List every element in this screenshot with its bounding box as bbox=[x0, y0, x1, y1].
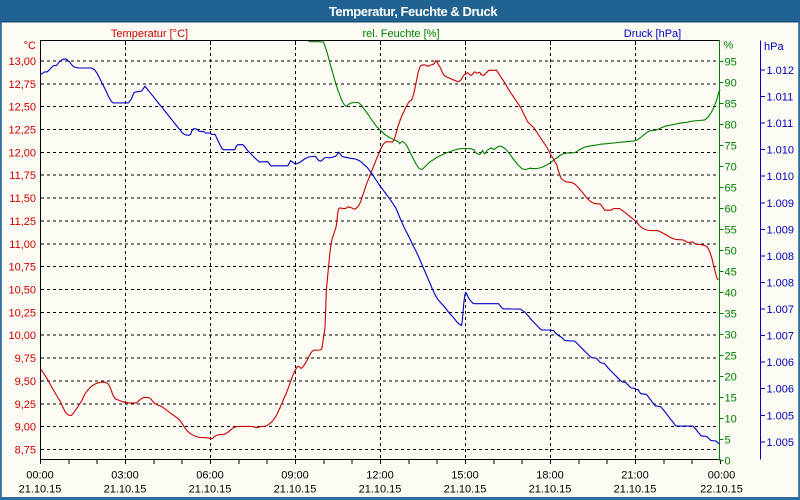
svg-text:21.10.15: 21.10.15 bbox=[274, 484, 317, 496]
svg-text:10,75: 10,75 bbox=[8, 262, 36, 274]
svg-text:06:00: 06:00 bbox=[196, 470, 224, 482]
svg-text:°C: °C bbox=[24, 40, 36, 52]
svg-text:1.005: 1.005 bbox=[767, 410, 795, 422]
svg-text:10,25: 10,25 bbox=[8, 307, 36, 319]
svg-text:9,00: 9,00 bbox=[15, 422, 36, 434]
svg-text:90: 90 bbox=[725, 77, 737, 89]
svg-text:21.10.15: 21.10.15 bbox=[19, 484, 62, 496]
svg-text:Temperatur [°C]: Temperatur [°C] bbox=[111, 28, 188, 40]
svg-text:0: 0 bbox=[725, 455, 731, 467]
svg-text:21.10.15: 21.10.15 bbox=[359, 484, 402, 496]
svg-text:11,75: 11,75 bbox=[9, 170, 36, 182]
svg-text:12,50: 12,50 bbox=[8, 102, 36, 114]
svg-text:55: 55 bbox=[725, 224, 737, 236]
svg-text:15:00: 15:00 bbox=[451, 470, 479, 482]
svg-text:10,00: 10,00 bbox=[8, 330, 36, 342]
svg-text:95: 95 bbox=[725, 56, 737, 68]
svg-text:21.10.15: 21.10.15 bbox=[189, 484, 232, 496]
svg-text:15: 15 bbox=[725, 392, 737, 404]
svg-text:75: 75 bbox=[725, 140, 737, 152]
svg-text:21.10.15: 21.10.15 bbox=[614, 484, 657, 496]
svg-text:1.010: 1.010 bbox=[767, 145, 795, 157]
svg-text:21.10.15: 21.10.15 bbox=[444, 484, 487, 496]
svg-text:rel. Feuchte [%]: rel. Feuchte [%] bbox=[362, 28, 439, 40]
svg-text:12,00: 12,00 bbox=[8, 147, 36, 159]
svg-text:00:00: 00:00 bbox=[26, 470, 54, 482]
svg-text:21:00: 21:00 bbox=[621, 470, 649, 482]
svg-text:12,75: 12,75 bbox=[8, 79, 36, 91]
svg-text:22.10.15: 22.10.15 bbox=[700, 484, 743, 496]
svg-text:hPa: hPa bbox=[764, 41, 784, 53]
svg-text:11,50: 11,50 bbox=[9, 193, 36, 205]
svg-text:13,00: 13,00 bbox=[8, 56, 36, 68]
svg-text:1.007: 1.007 bbox=[767, 304, 795, 316]
svg-text:Temperatur, Feuchte & Druck: Temperatur, Feuchte & Druck bbox=[329, 4, 498, 19]
svg-text:30: 30 bbox=[725, 329, 737, 341]
svg-text:50: 50 bbox=[725, 245, 737, 257]
svg-text:1.009: 1.009 bbox=[767, 198, 795, 210]
svg-text:70: 70 bbox=[725, 161, 737, 173]
svg-text:12:00: 12:00 bbox=[366, 470, 394, 482]
svg-text:1.010: 1.010 bbox=[767, 171, 795, 183]
svg-text:35: 35 bbox=[725, 308, 737, 320]
svg-text:%: % bbox=[724, 40, 734, 52]
svg-text:9,50: 9,50 bbox=[15, 376, 36, 388]
svg-text:10: 10 bbox=[725, 413, 737, 425]
svg-text:20: 20 bbox=[725, 371, 737, 383]
svg-text:9,25: 9,25 bbox=[15, 399, 36, 411]
svg-text:8,75: 8,75 bbox=[15, 445, 36, 457]
svg-text:1.011: 1.011 bbox=[767, 92, 794, 104]
svg-text:Druck [hPa]: Druck [hPa] bbox=[624, 28, 681, 40]
svg-text:25: 25 bbox=[725, 350, 737, 362]
svg-text:21.10.15: 21.10.15 bbox=[104, 484, 147, 496]
svg-text:11,25: 11,25 bbox=[9, 216, 36, 228]
svg-text:1.011: 1.011 bbox=[767, 118, 794, 130]
svg-text:5: 5 bbox=[725, 434, 731, 446]
svg-text:18:00: 18:00 bbox=[536, 470, 564, 482]
svg-text:09:00: 09:00 bbox=[281, 470, 309, 482]
svg-text:00:00: 00:00 bbox=[708, 470, 736, 482]
svg-text:85: 85 bbox=[725, 98, 737, 110]
svg-text:03:00: 03:00 bbox=[111, 470, 139, 482]
svg-text:1.006: 1.006 bbox=[767, 357, 795, 369]
svg-text:1.008: 1.008 bbox=[767, 251, 795, 263]
svg-text:60: 60 bbox=[725, 203, 737, 215]
svg-text:21.10.15: 21.10.15 bbox=[529, 484, 572, 496]
svg-text:12,25: 12,25 bbox=[8, 125, 36, 137]
svg-text:10,50: 10,50 bbox=[8, 285, 36, 297]
svg-text:45: 45 bbox=[725, 266, 737, 278]
svg-text:1.012: 1.012 bbox=[767, 65, 795, 77]
svg-text:40: 40 bbox=[725, 287, 737, 299]
svg-text:9,75: 9,75 bbox=[15, 353, 36, 365]
svg-text:1.008: 1.008 bbox=[767, 278, 795, 290]
svg-text:80: 80 bbox=[725, 119, 737, 131]
svg-text:1.006: 1.006 bbox=[767, 384, 795, 396]
svg-text:1.009: 1.009 bbox=[767, 224, 795, 236]
svg-text:1.007: 1.007 bbox=[767, 331, 795, 343]
svg-text:11,00: 11,00 bbox=[9, 239, 36, 251]
svg-text:65: 65 bbox=[725, 182, 737, 194]
svg-text:1.005: 1.005 bbox=[767, 437, 795, 449]
